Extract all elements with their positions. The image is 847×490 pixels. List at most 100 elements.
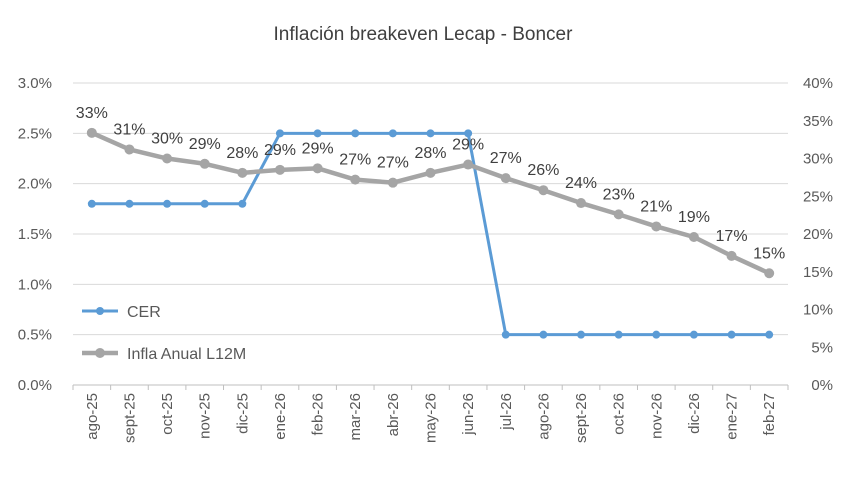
data-point	[688, 232, 699, 243]
data-point	[238, 199, 247, 208]
data-point	[237, 167, 248, 178]
data-point	[199, 158, 210, 169]
data-point	[652, 330, 661, 339]
series-infla	[86, 127, 775, 279]
data-point	[539, 330, 548, 339]
data-point	[350, 174, 361, 185]
legend-swatch-marker	[95, 348, 105, 358]
data-label: 28%	[414, 145, 446, 162]
data-point	[86, 127, 97, 138]
left-tick-label: 0.0%	[18, 377, 52, 394]
x-tick-label: ago-26	[535, 393, 552, 440]
data-point	[274, 164, 285, 175]
data-labels: 33% 31% 30% 29% 28% 29% 29% 27% 27% 28% 29% 27% 26% 2…	[76, 105, 785, 262]
x-tick-label: feb-26	[310, 393, 327, 436]
x-tick-label: nov-26	[648, 393, 665, 439]
data-point	[765, 330, 774, 339]
data-label: 21%	[640, 198, 672, 215]
legend-label: Infla Anual L12M	[127, 346, 246, 363]
data-label: 29%	[189, 136, 221, 153]
right-tick-label: 25%	[803, 188, 833, 205]
x-tick-label: dic-26	[686, 393, 703, 434]
x-tick-label: abr-26	[385, 393, 402, 436]
right-tick-label: 15%	[803, 264, 833, 281]
x-tick-label: sept-26	[573, 393, 590, 443]
x-tick-label: feb-27	[761, 393, 778, 436]
legend-entry: Infla Anual L12M	[82, 346, 246, 363]
data-point	[614, 330, 623, 339]
data-point	[387, 177, 398, 188]
left-tick-label: 1.5%	[18, 226, 52, 243]
data-label: 17%	[716, 228, 748, 245]
series-group	[86, 127, 775, 339]
right-tick-label: 20%	[803, 226, 833, 243]
left-axis: 0.0% 0.5% 1.0% 1.5% 2.0% 2.5% 3.0%	[18, 75, 52, 394]
data-label: 28%	[226, 145, 258, 162]
left-tick-label: 0.5%	[18, 327, 52, 344]
data-point	[613, 209, 624, 220]
data-point	[764, 268, 775, 279]
legend: CER Infla Anual L12M	[82, 304, 246, 363]
data-point	[275, 129, 284, 138]
data-point	[426, 129, 435, 138]
data-point	[463, 159, 474, 170]
left-tick-label: 2.5%	[18, 125, 52, 142]
data-point	[312, 163, 323, 174]
left-tick-label: 1.0%	[18, 276, 52, 293]
data-label: 31%	[113, 121, 145, 138]
left-tick-label: 3.0%	[18, 75, 52, 92]
x-tick-label: oct-26	[611, 393, 628, 435]
right-tick-label: 10%	[803, 302, 833, 319]
x-tick-label: nov-25	[197, 393, 214, 439]
x-tick-label: dic-25	[234, 393, 251, 434]
right-tick-label: 5%	[811, 339, 833, 356]
data-point	[726, 250, 737, 261]
data-label: 15%	[753, 245, 785, 262]
data-point	[651, 221, 662, 232]
data-point	[538, 185, 549, 196]
data-label: 24%	[565, 175, 597, 192]
data-point	[162, 153, 173, 164]
data-point	[727, 330, 736, 339]
right-tick-label: 40%	[803, 75, 833, 92]
x-tick-label: jul-26	[498, 393, 515, 431]
x-tick-label: sept-25	[121, 393, 138, 443]
data-point	[125, 199, 134, 208]
data-label: 27%	[490, 150, 522, 167]
data-label: 29%	[452, 137, 484, 154]
data-point	[163, 199, 172, 208]
data-label: 27%	[339, 152, 371, 169]
right-tick-label: 30%	[803, 151, 833, 168]
data-label: 23%	[603, 186, 635, 203]
right-tick-label: 35%	[803, 113, 833, 130]
chart-title: Inflación breakeven Lecap - Boncer	[274, 24, 574, 45]
data-point	[351, 129, 360, 138]
data-point	[576, 198, 587, 209]
x-tick-label: mar-26	[347, 393, 364, 441]
data-point	[501, 330, 510, 339]
data-label: 27%	[377, 155, 409, 172]
data-point	[425, 167, 436, 178]
x-tick-label: may-26	[423, 393, 440, 443]
data-label: 29%	[264, 142, 296, 159]
data-point	[124, 144, 135, 155]
data-label: 19%	[678, 209, 710, 226]
data-label: 33%	[76, 105, 108, 122]
data-point	[464, 129, 473, 138]
right-axis: 0% 5% 10% 15% 20% 25% 30% 35% 40%	[803, 75, 833, 394]
data-point	[388, 129, 397, 138]
right-tick-label: 0%	[811, 377, 833, 394]
series-cer	[87, 129, 774, 339]
data-point	[200, 199, 209, 208]
legend-entry: CER	[82, 304, 161, 321]
x-tick-label: ene-27	[724, 393, 741, 440]
x-axis: ago-25 sept-25 oct-25 nov-25 dic-25 ene-26 feb…	[72, 384, 789, 443]
data-point	[500, 173, 511, 184]
data-point	[689, 330, 698, 339]
data-label: 26%	[527, 162, 559, 179]
x-tick-label: ago-25	[84, 393, 101, 440]
x-tick-label: jun-26	[460, 393, 477, 436]
data-point	[313, 129, 322, 138]
data-point	[87, 199, 96, 208]
